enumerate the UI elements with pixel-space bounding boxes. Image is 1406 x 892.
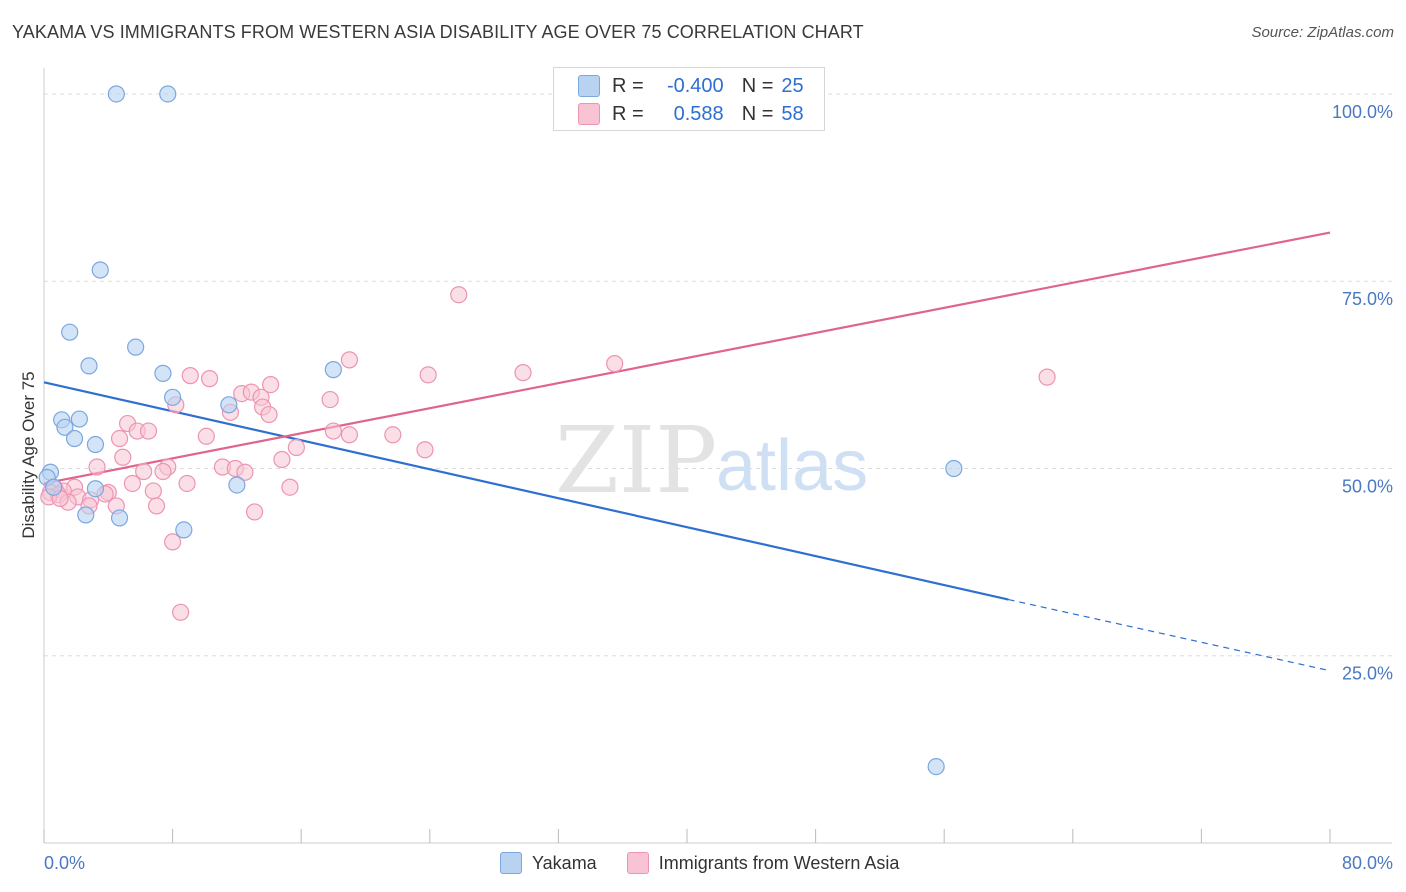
yakama-point bbox=[70, 410, 88, 428]
western-asia-point bbox=[340, 426, 359, 444]
western-asia-point bbox=[197, 427, 215, 445]
western-asia-point bbox=[514, 364, 532, 382]
yakama-point bbox=[45, 478, 63, 496]
r-label: R = bbox=[612, 74, 644, 97]
yakama-swatch bbox=[500, 852, 522, 874]
y-tick-label: 50.0% bbox=[1342, 476, 1393, 496]
watermark: ZIP atlas bbox=[555, 407, 868, 514]
yakama-point bbox=[945, 459, 963, 478]
western-asia-point bbox=[200, 370, 219, 388]
y-tick-labels: 25.0% 50.0% 75.0% 100.0% bbox=[1332, 102, 1393, 684]
western-asia-point bbox=[1038, 368, 1056, 386]
yakama-point bbox=[86, 480, 105, 498]
yakama-point bbox=[324, 361, 342, 379]
yakama-trend-extension bbox=[1008, 598, 1331, 672]
western-asia-point bbox=[147, 497, 166, 515]
n-label: N = bbox=[741, 102, 774, 125]
western-asia-point bbox=[110, 429, 129, 448]
western-asia-point bbox=[281, 478, 299, 496]
yakama-point bbox=[175, 521, 193, 539]
western-asia-point bbox=[114, 448, 132, 466]
legend-label-western-asia: Immigrants from Western Asia bbox=[658, 852, 900, 873]
correlation-legend: R = -0.400 N = 25 R = 0.588 N = 58 bbox=[553, 67, 825, 131]
y-axis-label: Disability Age Over 75 bbox=[19, 371, 38, 538]
series-legend: Yakama Immigrants from Western Asia bbox=[500, 852, 929, 874]
yakama-swatch bbox=[578, 75, 600, 97]
western-asia-point bbox=[144, 482, 162, 500]
chart-title: YAKAMA VS IMMIGRANTS FROM WESTERN ASIA D… bbox=[12, 22, 864, 42]
western-asia-trend-line bbox=[43, 231, 1331, 485]
western-asia-point bbox=[178, 474, 196, 493]
watermark-atlas: atlas bbox=[716, 426, 868, 506]
yakama-point bbox=[164, 388, 182, 406]
yakama-point bbox=[61, 323, 79, 341]
yakama-point bbox=[91, 261, 109, 279]
watermark-zip: ZIP bbox=[555, 407, 717, 514]
yakama-point bbox=[65, 429, 84, 448]
legend-row-western-asia: R = 0.588 N = 58 bbox=[578, 101, 804, 127]
yakama-point bbox=[77, 506, 95, 524]
source-label: Source: ZipAtlas.com bbox=[1251, 24, 1394, 41]
r-label: R = bbox=[612, 102, 644, 125]
western-asia-point bbox=[416, 441, 434, 459]
western-asia-point bbox=[88, 458, 106, 476]
western-asia-point bbox=[164, 533, 182, 551]
yakama-point bbox=[80, 357, 98, 375]
yakama-point bbox=[56, 418, 74, 436]
western-asia-point bbox=[236, 463, 254, 481]
yakama-point bbox=[220, 396, 238, 414]
western-asia-point bbox=[181, 367, 199, 385]
yakama-point bbox=[107, 85, 125, 103]
y-tick-label: 75.0% bbox=[1342, 289, 1393, 309]
legend-item-western-asia: Immigrants from Western Asia bbox=[626, 852, 900, 874]
r-value: 0.588 bbox=[673, 102, 724, 125]
western-asia-point bbox=[245, 503, 264, 521]
grid-lines bbox=[44, 93, 1392, 657]
western-asia-point bbox=[321, 390, 339, 409]
western-asia-swatch bbox=[578, 103, 600, 125]
legend-label-yakama: Yakama bbox=[532, 852, 597, 873]
n-label: N = bbox=[741, 74, 774, 97]
western-asia-point bbox=[340, 351, 359, 369]
yakama-point bbox=[154, 364, 172, 382]
yakama-point bbox=[159, 85, 177, 103]
western-asia-point bbox=[260, 405, 278, 424]
axes bbox=[43, 68, 1392, 844]
western-asia-point bbox=[262, 376, 280, 394]
yakama-point bbox=[228, 476, 246, 494]
yakama-point bbox=[927, 757, 945, 776]
legend-item-yakama: Yakama bbox=[500, 852, 597, 874]
n-value: 25 bbox=[781, 74, 804, 97]
yakama-point bbox=[86, 435, 105, 454]
yakama-point bbox=[110, 509, 129, 527]
data-points bbox=[38, 85, 1056, 776]
y-tick-label: 25.0% bbox=[1342, 664, 1393, 684]
n-value: 58 bbox=[781, 102, 804, 125]
western-asia-point bbox=[606, 355, 624, 373]
western-asia-point bbox=[273, 450, 291, 469]
western-asia-swatch bbox=[626, 852, 649, 874]
western-asia-point bbox=[154, 462, 172, 481]
western-asia-point bbox=[135, 462, 153, 481]
yakama-point bbox=[127, 338, 145, 356]
western-asia-point bbox=[123, 474, 142, 493]
legend-row-yakama: R = -0.400 N = 25 bbox=[578, 73, 804, 99]
y-tick-label: 100.0% bbox=[1332, 102, 1393, 122]
western-asia-point bbox=[172, 603, 190, 621]
western-asia-point bbox=[419, 366, 437, 384]
trend-lines bbox=[43, 231, 1331, 672]
yakama-trend-line bbox=[43, 381, 1009, 601]
western-asia-point bbox=[384, 426, 402, 444]
western-asia-point bbox=[287, 438, 305, 457]
western-asia-point bbox=[139, 422, 158, 440]
western-asia-point bbox=[324, 422, 342, 440]
western-asia-point bbox=[450, 286, 468, 304]
x-tick-label: 0.0% bbox=[44, 853, 85, 873]
x-tick-labels: 0.0% 80.0% bbox=[44, 853, 1393, 873]
x-tick-label: 80.0% bbox=[1342, 853, 1393, 873]
r-value: -0.400 bbox=[666, 74, 724, 97]
